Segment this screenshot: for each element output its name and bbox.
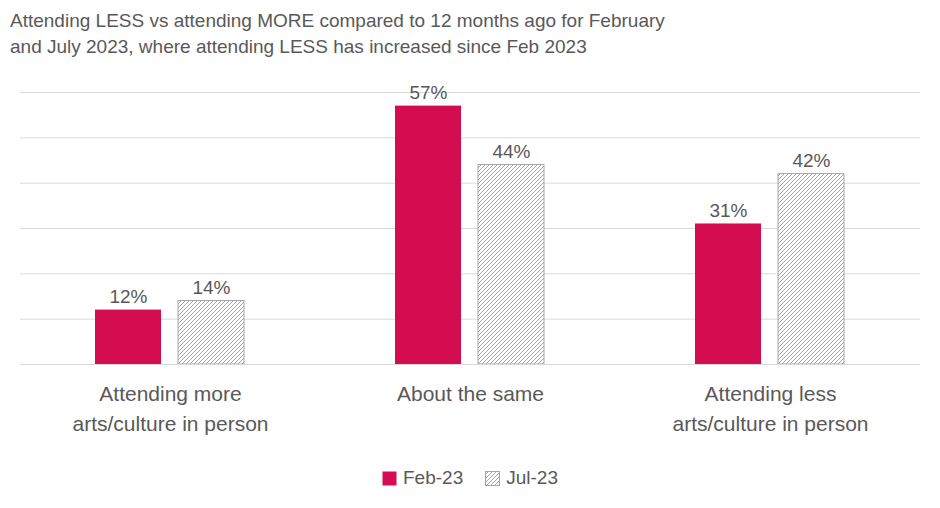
svg-text:31%: 31%	[709, 200, 747, 221]
html-text:Attending LESS vs attending MO: Attending LESS vs attending MORE compare…	[10, 10, 665, 57]
svg-text:Attending morearts/culture in: Attending morearts/culture in person	[72, 382, 268, 434]
svg-text:57%: 57%	[409, 82, 447, 103]
svg-text:About the same: About the same	[397, 382, 544, 405]
html-text:Jul-23: Jul-23	[506, 467, 558, 488]
html-text:Feb-23: Feb-23	[403, 467, 464, 488]
svg-text:14%: 14%	[192, 277, 230, 298]
svg-text:44%: 44%	[492, 141, 530, 162]
svg-text:12%: 12%	[109, 286, 147, 307]
svg-text:42%: 42%	[792, 150, 830, 171]
svg-text:Attending lessarts/culture in: Attending lessarts/culture in person	[672, 382, 868, 434]
